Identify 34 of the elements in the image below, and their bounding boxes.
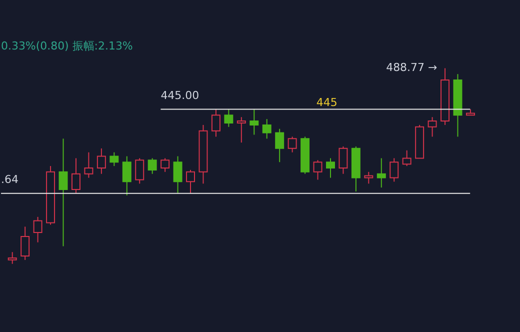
candlestick <box>33 216 42 243</box>
candlestick <box>84 152 94 178</box>
candlestick <box>135 158 144 184</box>
candlestick <box>20 226 30 260</box>
candlestick <box>148 158 157 174</box>
candlestick <box>71 158 80 194</box>
candlestick <box>376 158 386 188</box>
candlestick <box>364 171 374 184</box>
candlestick <box>428 116 437 138</box>
candlestick <box>275 128 284 163</box>
candlestick <box>313 160 322 180</box>
annotation: .64 <box>1 172 18 186</box>
candlestick <box>288 136 297 153</box>
candlestick <box>173 156 182 194</box>
candlestick <box>122 156 132 196</box>
candlestick <box>110 152 119 167</box>
candlestick <box>96 148 106 174</box>
candlestick <box>236 116 246 144</box>
candlestick <box>186 169 195 194</box>
candlestick <box>224 108 234 128</box>
text: 0.33%(0.80) 振幅:2.13% <box>1 39 133 52</box>
annotation: 488.77 → <box>386 61 438 74</box>
candlestick <box>326 158 335 178</box>
candlestick <box>250 108 259 136</box>
candlestick <box>262 118 272 140</box>
annotation: 445 <box>316 96 338 110</box>
candlestick <box>8 252 17 264</box>
candlestick <box>402 150 412 167</box>
candlestick <box>211 108 220 138</box>
candlestick <box>338 146 348 174</box>
candlestick <box>58 138 68 247</box>
candlestick <box>390 158 399 182</box>
annotation: 445.00 <box>160 89 200 102</box>
candlestick <box>160 158 170 172</box>
